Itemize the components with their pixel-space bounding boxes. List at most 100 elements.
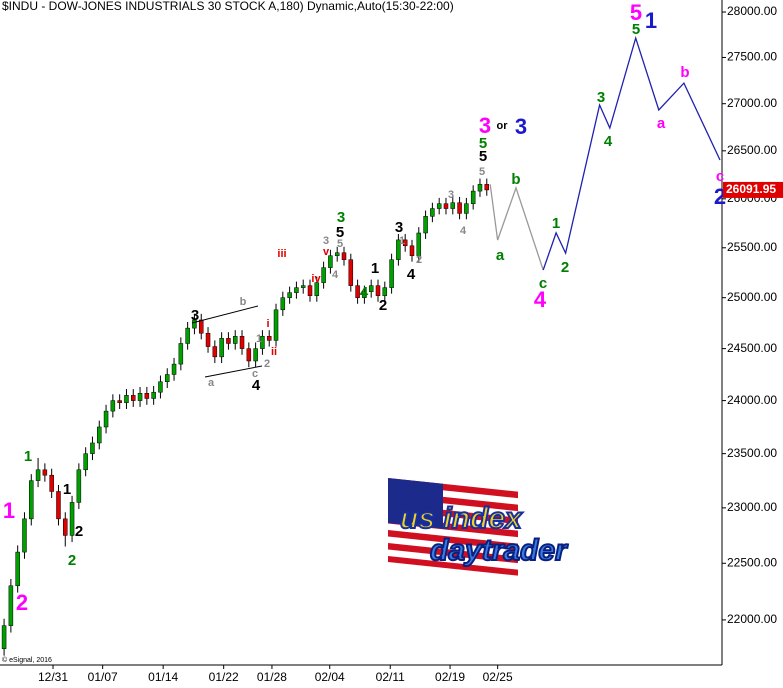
y-tick-label: 24000.00 <box>727 393 777 407</box>
x-tick-label: 01/14 <box>148 670 178 684</box>
wave-label: 2 <box>264 358 270 370</box>
wave-label: 3 <box>191 307 199 324</box>
candle-body <box>280 297 286 311</box>
projection-line <box>489 184 544 271</box>
wave-label: i <box>266 318 269 330</box>
flag-stripe <box>388 530 518 551</box>
wave-label: 4 <box>332 269 339 281</box>
wave-label: 1 <box>256 333 262 345</box>
wave-label: 3 <box>395 219 403 236</box>
wave-label: 4 <box>252 377 261 394</box>
wave-label: 5 <box>479 148 487 165</box>
candle-body <box>314 282 320 296</box>
candle-body <box>450 202 456 209</box>
candle-body <box>470 190 476 204</box>
candle-body <box>287 292 292 298</box>
candle-body <box>382 287 388 296</box>
candle-body <box>90 442 95 454</box>
wave-label: c <box>539 275 547 292</box>
trend-line <box>191 305 259 324</box>
candle-body <box>137 393 143 401</box>
wave-label: 3 <box>479 113 491 138</box>
candle-body <box>307 285 313 296</box>
candle-body <box>178 343 184 365</box>
candle-body <box>226 338 231 344</box>
candles <box>1 178 490 656</box>
candle-body <box>355 285 360 298</box>
candle-body <box>76 469 82 503</box>
candle-body <box>423 216 428 234</box>
wave-label: 3 <box>323 235 329 247</box>
y-tick-label: 23500.00 <box>727 446 777 460</box>
wave-label: 4 <box>534 287 547 312</box>
logo: us index daytrader <box>388 478 570 576</box>
candle-body <box>464 203 469 214</box>
candle-body <box>396 239 401 260</box>
wave-label: 3 <box>337 209 345 226</box>
copyright: © eSignal, 2016 <box>2 656 52 664</box>
candle-body <box>334 252 340 256</box>
candle-body <box>164 374 170 383</box>
wave-label: 5 <box>479 166 485 178</box>
candle-body <box>402 239 408 247</box>
y-tick-label: 27500.00 <box>727 50 777 64</box>
candle-body <box>144 393 150 399</box>
candle-body <box>232 336 238 344</box>
candle-body <box>69 502 75 536</box>
wave-label: 4 <box>407 266 416 283</box>
wave-label: 5 <box>479 135 487 152</box>
candle-body <box>124 395 129 403</box>
trend-line <box>204 365 263 378</box>
y-tick-label: 27000.00 <box>727 96 777 110</box>
candle-body <box>239 336 245 349</box>
candle-body <box>205 332 211 347</box>
candle-body <box>328 255 333 268</box>
candle-body <box>321 267 326 283</box>
wave-label: 5 <box>337 238 343 250</box>
y-tick-label: 26500.00 <box>727 143 777 157</box>
candle-body <box>368 285 374 292</box>
candle-body <box>97 426 102 444</box>
wave-label: a <box>657 115 666 132</box>
chart-title: $INDU - DOW-JONES INDUSTRIALS 30 STOCK A… <box>2 0 454 13</box>
candle-body <box>409 245 415 256</box>
logo-text: us index <box>400 502 523 535</box>
y-tick-label: 22000.00 <box>727 612 777 626</box>
candle-body <box>103 410 109 428</box>
candle-body <box>192 319 197 329</box>
wave-label: b <box>240 296 247 308</box>
candle-body <box>300 285 306 288</box>
wave-label: iv <box>311 273 321 285</box>
wave-label: 3 <box>597 89 605 106</box>
wave-label: 1 <box>63 481 71 498</box>
wave-label: 4 <box>460 225 467 237</box>
x-tick-label: 02/19 <box>435 670 465 684</box>
y-tick-label: 24500.00 <box>727 341 777 355</box>
candle-body <box>260 336 265 349</box>
candle-body <box>212 346 218 358</box>
candle-body <box>1 625 7 649</box>
wave-label: 1 <box>24 448 32 465</box>
wave-label: iii <box>277 248 286 260</box>
last-price-label: 26091.95 <box>726 182 776 196</box>
candle-body <box>457 202 462 214</box>
candle-body <box>443 203 449 209</box>
x-tick-label: 01/28 <box>257 670 287 684</box>
candle-body <box>219 338 224 358</box>
candle-body <box>246 348 252 362</box>
y-tick-label: 25000.00 <box>727 290 777 304</box>
candle-body <box>151 391 156 399</box>
y-tick-label: 22500.00 <box>727 555 777 569</box>
wave-label: a <box>496 247 505 264</box>
wave-label: 2 <box>561 259 569 276</box>
y-tick-label: 25500.00 <box>727 240 777 254</box>
wave-label: c <box>716 168 724 185</box>
flag <box>388 478 518 576</box>
wave-label: b <box>680 64 689 81</box>
wave-label: 4 <box>604 133 613 150</box>
wave-label: 2 <box>379 297 387 314</box>
candle-body <box>484 184 490 191</box>
